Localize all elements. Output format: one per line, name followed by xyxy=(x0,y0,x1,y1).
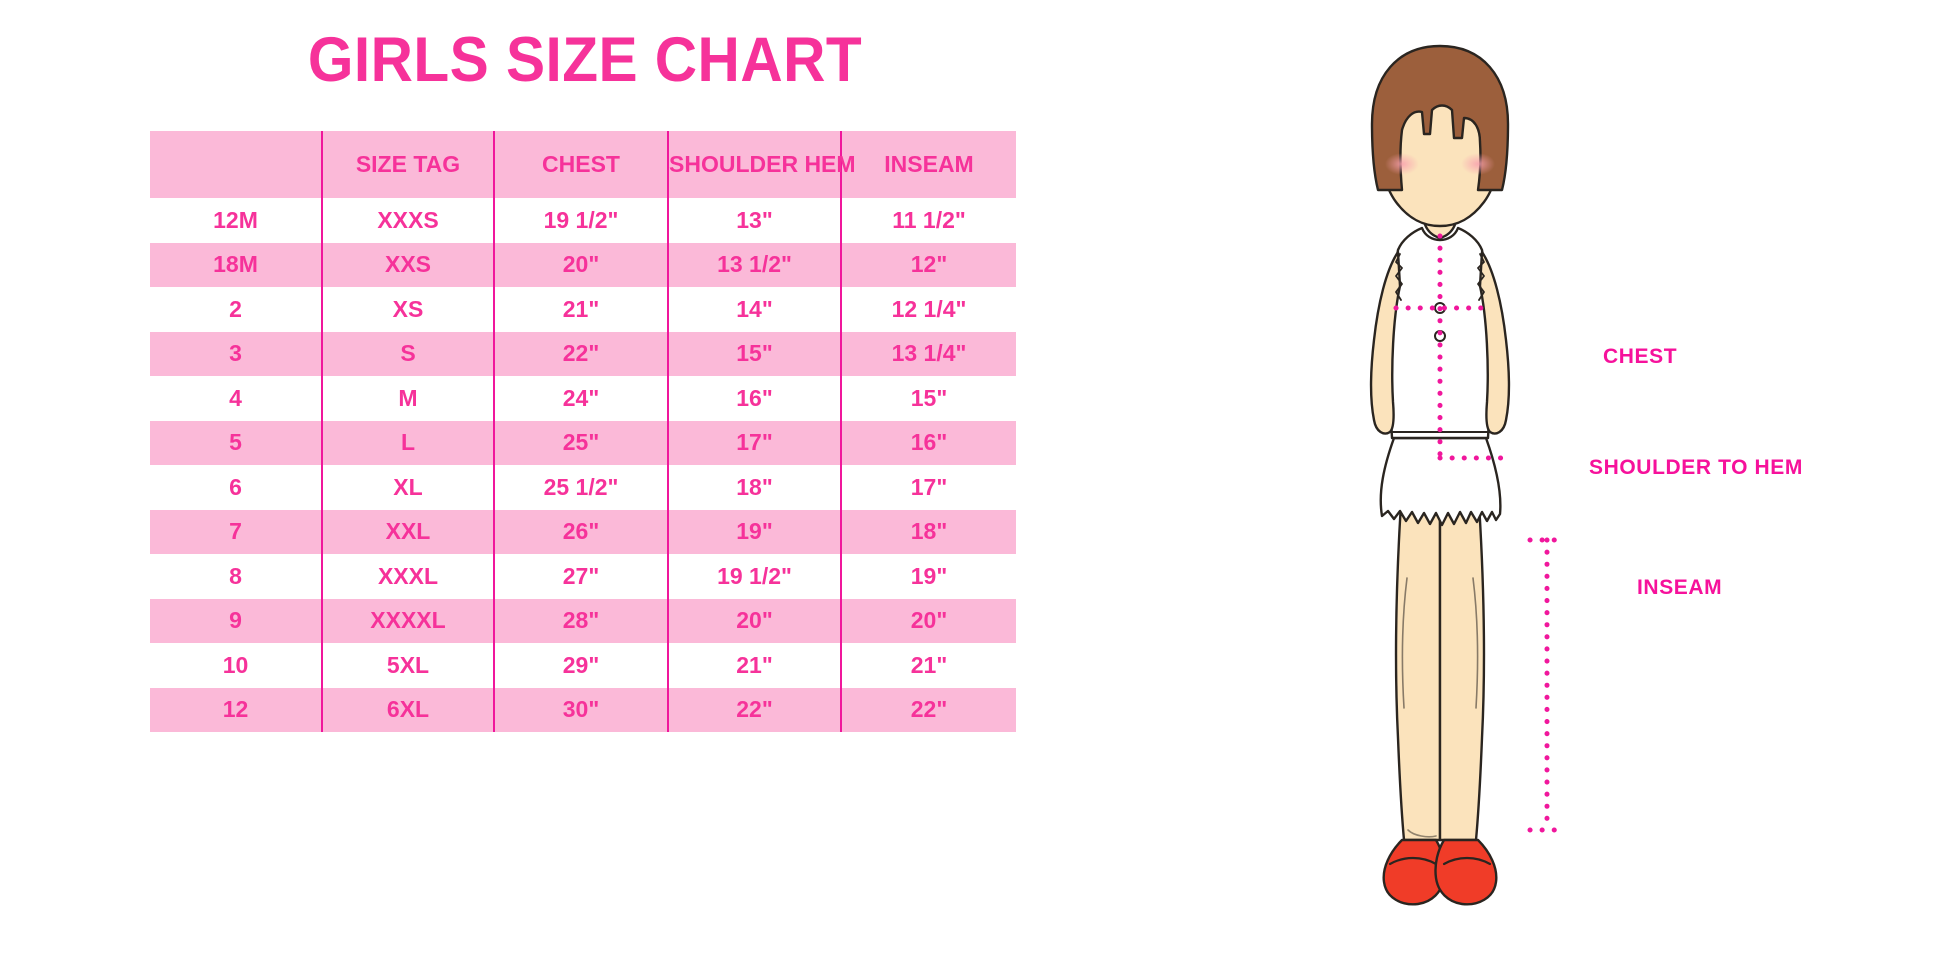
cell-shoulder-hem: 19" xyxy=(667,509,841,554)
table-row: 6 XL 25 1/2" 18" 17" xyxy=(150,465,1016,510)
cell-inseam: 15" xyxy=(840,376,1016,421)
cell-inseam: 12 1/4" xyxy=(840,287,1016,332)
cell-inseam: 19" xyxy=(840,554,1016,599)
table-body: 12M XXXS 19 1/2" 13" 11 1/2" 18M XXS 20"… xyxy=(150,198,1016,732)
cell-shoulder-hem: 15" xyxy=(667,331,841,376)
cell-size: 6 xyxy=(150,465,322,510)
column-header-size-tag: SIZE TAG xyxy=(321,131,494,198)
table-header-row: SIZE TAG CHEST SHOULDER HEM INSEAM xyxy=(150,131,1016,198)
cell-chest: 27" xyxy=(493,554,668,599)
cell-inseam: 22" xyxy=(840,687,1016,732)
cell-size-tag: 5XL xyxy=(321,643,494,688)
cell-shoulder-hem: 14" xyxy=(667,287,841,332)
table-row: 10 5XL 29" 21" 21" xyxy=(150,643,1016,688)
cell-size-tag: XXS xyxy=(321,242,494,287)
table-row: 12M XXXS 19 1/2" 13" 11 1/2" xyxy=(150,198,1016,243)
cell-shoulder-hem: 22" xyxy=(667,687,841,732)
cell-chest: 29" xyxy=(493,643,668,688)
column-header-chest: CHEST xyxy=(493,131,668,198)
cell-shoulder-hem: 17" xyxy=(667,420,841,465)
cell-shoulder-hem: 18" xyxy=(667,465,841,510)
table-row: 5 L 25" 17" 16" xyxy=(150,420,1016,465)
cell-chest: 20" xyxy=(493,242,668,287)
table-row: 9 XXXXL 28" 20" 20" xyxy=(150,598,1016,643)
cell-chest: 30" xyxy=(493,687,668,732)
table-row: 4 M 24" 16" 15" xyxy=(150,376,1016,421)
cell-size: 2 xyxy=(150,287,322,332)
page-title: GIRLS SIZE CHART xyxy=(307,25,863,95)
table-row: 18M XXS 20" 13 1/2" 12" xyxy=(150,242,1016,287)
cell-shoulder-hem: 21" xyxy=(667,643,841,688)
table-row: 7 XXL 26" 19" 18" xyxy=(150,509,1016,554)
cell-inseam: 16" xyxy=(840,420,1016,465)
cell-size: 8 xyxy=(150,554,322,599)
cell-size-tag: M xyxy=(321,376,494,421)
size-chart-table: SIZE TAG CHEST SHOULDER HEM INSEAM 12M X… xyxy=(150,131,1016,732)
cell-size-tag: XXXXL xyxy=(321,598,494,643)
label-chest: CHEST xyxy=(1603,345,1678,368)
cell-chest: 28" xyxy=(493,598,668,643)
cell-size-tag: XXXS xyxy=(321,198,494,243)
cell-size: 18M xyxy=(150,242,322,287)
column-header-size xyxy=(150,131,322,198)
cell-inseam: 17" xyxy=(840,465,1016,510)
cell-size: 4 xyxy=(150,376,322,421)
cell-inseam: 20" xyxy=(840,598,1016,643)
cell-inseam: 12" xyxy=(840,242,1016,287)
table-row: 12 6XL 30" 22" 22" xyxy=(150,687,1016,732)
table-header: SIZE TAG CHEST SHOULDER HEM INSEAM xyxy=(150,131,1016,198)
cell-size-tag: S xyxy=(321,331,494,376)
cell-size: 3 xyxy=(150,331,322,376)
cell-size-tag: XXXL xyxy=(321,554,494,599)
label-shoulder-to-hem: SHOULDER TO HEM xyxy=(1589,456,1803,479)
cell-chest: 21" xyxy=(493,287,668,332)
cell-size: 12 xyxy=(150,687,322,732)
size-chart-table-wrap: SIZE TAG CHEST SHOULDER HEM INSEAM 12M X… xyxy=(150,131,1016,732)
cell-chest: 24" xyxy=(493,376,668,421)
label-inseam: INSEAM xyxy=(1637,576,1723,599)
cell-shoulder-hem: 16" xyxy=(667,376,841,421)
cell-size-tag: XS xyxy=(321,287,494,332)
cell-chest: 25" xyxy=(493,420,668,465)
column-header-inseam: INSEAM xyxy=(840,131,1016,198)
cell-size: 5 xyxy=(150,420,322,465)
cell-shoulder-hem: 20" xyxy=(667,598,841,643)
table-row: 3 S 22" 15" 13 1/4" xyxy=(150,331,1016,376)
cell-inseam: 13 1/4" xyxy=(840,331,1016,376)
cell-size-tag: 6XL xyxy=(321,687,494,732)
table-row: 8 XXXL 27" 19 1/2" 19" xyxy=(150,554,1016,599)
cell-size-tag: XXL xyxy=(321,509,494,554)
cell-size: 10 xyxy=(150,643,322,688)
column-header-shoulder-hem: SHOULDER HEM xyxy=(667,131,856,198)
cell-size: 9 xyxy=(150,598,322,643)
cell-shoulder-hem: 13" xyxy=(667,198,841,243)
cell-size: 7 xyxy=(150,509,322,554)
cell-chest: 22" xyxy=(493,331,668,376)
cell-inseam: 18" xyxy=(840,509,1016,554)
cell-chest: 25 1/2" xyxy=(493,465,668,510)
cell-chest: 19 1/2" xyxy=(493,198,668,243)
cell-chest: 26" xyxy=(493,509,668,554)
cell-size-tag: L xyxy=(321,420,494,465)
cell-inseam: 11 1/2" xyxy=(840,198,1016,243)
cell-shoulder-hem: 19 1/2" xyxy=(667,554,841,599)
cell-shoulder-hem: 13 1/2" xyxy=(667,242,841,287)
table-row: 2 XS 21" 14" 12 1/4" xyxy=(150,287,1016,332)
girl-illustration xyxy=(1290,18,1590,938)
cell-size: 12M xyxy=(150,198,322,243)
cell-inseam: 21" xyxy=(840,643,1016,688)
cell-size-tag: XL xyxy=(321,465,494,510)
